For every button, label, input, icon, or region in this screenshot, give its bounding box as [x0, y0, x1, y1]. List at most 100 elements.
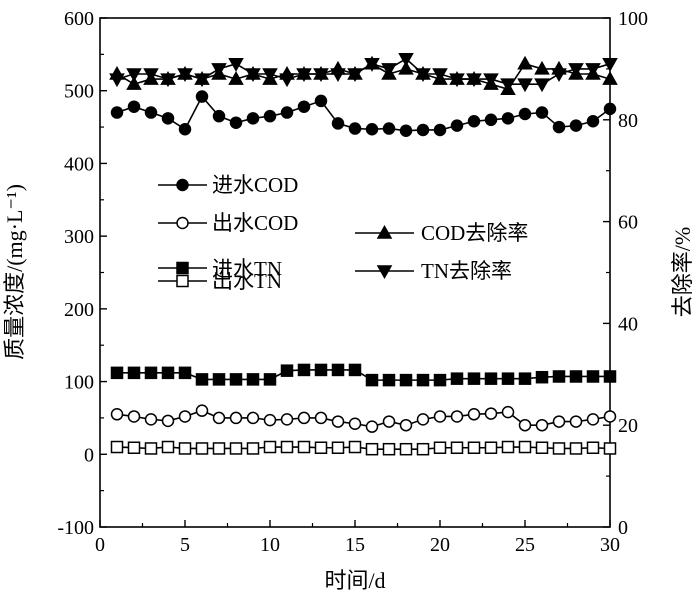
data-point — [433, 410, 447, 423]
data-point — [569, 370, 583, 383]
data-point — [297, 411, 311, 425]
x-tick-label: 30 — [600, 534, 620, 556]
axis-ticks — [99, 17, 611, 528]
data-point — [382, 122, 396, 135]
y2-tick-label: 60 — [618, 212, 638, 234]
data-point — [500, 78, 516, 93]
data-point — [399, 442, 413, 456]
data-point — [212, 442, 226, 455]
data-point — [178, 366, 192, 380]
legend-label-1: 进水COD — [212, 173, 298, 197]
y-tick-label: 500 — [64, 81, 94, 103]
data-point — [110, 366, 124, 380]
y2-tick-label: 40 — [618, 313, 638, 335]
data-point — [450, 410, 464, 423]
data-point — [416, 123, 430, 137]
x-tick-label: 15 — [345, 534, 365, 556]
legend-marker — [176, 274, 189, 288]
legend-marker — [376, 224, 393, 239]
data-point — [195, 404, 209, 417]
data-point — [212, 411, 226, 425]
data-point — [518, 440, 532, 454]
data-point — [127, 100, 141, 113]
series-1 — [110, 90, 617, 137]
x-tick-label: 5 — [180, 534, 190, 556]
data-point — [280, 364, 294, 377]
data-point — [569, 442, 583, 455]
data-point — [365, 373, 379, 387]
data-point — [382, 415, 396, 428]
data-point — [143, 68, 159, 83]
data-point — [518, 418, 532, 432]
data-point — [484, 407, 498, 420]
data-point — [569, 119, 583, 132]
data-point — [381, 63, 397, 77]
data-point — [450, 441, 464, 454]
data-point — [602, 71, 618, 85]
data-point — [586, 115, 600, 128]
data-point — [263, 413, 277, 427]
data-point — [246, 411, 260, 425]
legend-entry-2: 出水COD — [158, 211, 298, 235]
series-3 — [110, 363, 617, 387]
data-point — [552, 415, 566, 428]
data-point — [484, 372, 498, 385]
data-point — [501, 112, 515, 125]
data-point — [602, 58, 618, 72]
data-point — [178, 123, 192, 136]
data-point — [415, 68, 431, 83]
data-point — [501, 440, 515, 454]
data-point — [229, 411, 243, 425]
legend-entry-5: COD去除率 — [355, 221, 528, 245]
data-point — [314, 411, 328, 425]
data-point — [603, 102, 617, 116]
data-point — [365, 123, 379, 136]
data-point — [263, 109, 277, 123]
data-point — [552, 442, 566, 455]
data-point — [483, 73, 499, 88]
x-axis-title: 时间/d — [324, 568, 385, 593]
data-point — [314, 441, 328, 454]
data-point — [535, 370, 549, 384]
y2-tick-label: 20 — [618, 415, 638, 437]
data-point — [433, 441, 447, 454]
data-point — [586, 413, 600, 426]
series-6 — [109, 52, 618, 93]
legend-label-3: 进水TN — [212, 257, 282, 281]
series-layer — [109, 52, 618, 456]
data-point — [433, 373, 447, 387]
legend-label-5: COD去除率 — [421, 221, 528, 245]
data-point — [314, 94, 328, 108]
data-point — [212, 373, 226, 386]
legend-marker — [176, 178, 189, 192]
data-point — [127, 366, 141, 380]
data-point — [517, 78, 533, 93]
data-point — [314, 363, 328, 377]
data-point — [263, 373, 277, 386]
data-point — [603, 370, 617, 383]
data-point — [399, 373, 413, 387]
data-point — [229, 373, 243, 386]
data-point — [518, 372, 532, 385]
data-point — [178, 442, 192, 455]
data-point — [331, 117, 345, 130]
data-point — [331, 415, 345, 428]
data-point — [161, 440, 175, 454]
data-point — [518, 107, 532, 121]
y2-tick-label: 100 — [618, 8, 648, 30]
y2-tick-label: 80 — [618, 110, 638, 132]
data-point — [331, 363, 345, 377]
y-tick-label: 400 — [64, 153, 94, 175]
data-point — [229, 116, 243, 129]
data-point — [501, 372, 515, 385]
data-point — [330, 68, 346, 83]
data-point — [280, 440, 294, 454]
data-point — [297, 363, 311, 377]
data-point — [211, 63, 227, 77]
data-point — [194, 73, 210, 88]
data-point — [178, 410, 192, 423]
data-point — [535, 441, 549, 454]
data-point — [348, 440, 362, 454]
tick-labels: 0 5 10 15 20 25 30-100010020030040050060002040… — [57, 8, 648, 556]
